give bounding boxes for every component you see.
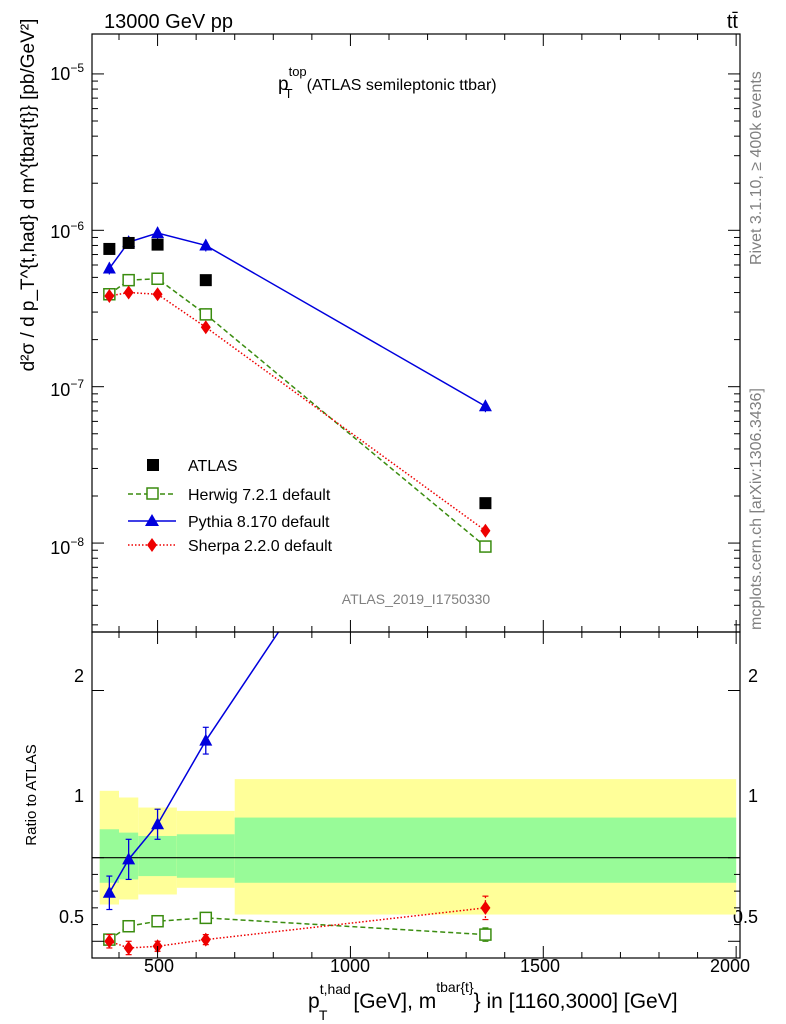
ratio-point-s2-2	[151, 817, 165, 830]
xtick-labels: 500 1000 1500 2000	[144, 956, 750, 976]
ytick-label-1e-6: 10−6	[50, 219, 84, 242]
ratio-uncertainty-bands	[99, 779, 737, 915]
legend: ATLAS Herwig 7.2.1 default Pythia 8.170 …	[128, 458, 333, 555]
xtick-500: 500	[144, 956, 174, 976]
main-point-s3-3	[200, 320, 211, 335]
ytick-label-1e-8: 10−8	[50, 535, 84, 558]
legend-label-herwig: Herwig 7.2.1 default	[188, 487, 331, 504]
ratio-point-s3-3	[200, 932, 211, 947]
ratio-band-inner-3	[176, 834, 235, 878]
ratio-band-inner-2	[138, 835, 177, 877]
legend-marker-atlas	[147, 459, 159, 471]
mcplots-credit-text: mcplots.cern.ch [arXiv:1306.3436]	[748, 388, 765, 630]
ratio-point-s3-1	[123, 940, 134, 955]
main-point-s1-2	[151, 272, 164, 286]
ratio-frame	[91, 631, 741, 959]
ratio-ytick-05-right: 0.5	[733, 907, 758, 927]
main-point-s3-4	[480, 523, 491, 538]
ratio-point-s1-1	[122, 919, 135, 933]
ytick-label-1e-7: 10−7	[50, 377, 84, 400]
main-series-layer	[102, 226, 492, 553]
main-ylabel: d²σ / d p_T^{t,had} d m^{tbar{t}} [pb/Ge…	[18, 19, 39, 372]
ratio-point-s2-3	[199, 733, 213, 746]
header-left: 13000 GeV pp	[104, 11, 233, 33]
main-point-s3-2	[152, 287, 163, 302]
ratio-ytick-1-left: 1	[74, 786, 84, 806]
main-point-atlas-0	[103, 242, 116, 255]
ratio-ytick-05-left: 0.5	[59, 907, 84, 927]
xtick-2000: 2000	[710, 956, 750, 976]
ratio-point-s2-1	[122, 852, 136, 865]
legend-label-sherpa: Sherpa 2.2.0 default	[188, 538, 333, 555]
ratio-ytick-2-left: 2	[74, 666, 84, 686]
rivet-version-text: Rivet 3.1.10, ≥ 400k events	[748, 71, 765, 265]
xtick-1000: 1000	[330, 956, 370, 976]
main-point-s2-0	[102, 261, 116, 274]
analysis-id: ATLAS_2019_I1750330	[342, 591, 491, 607]
ratio-point-s2-0	[102, 885, 116, 898]
main-line-series-2	[108, 232, 486, 407]
ratio-point-s1-4	[479, 928, 492, 941]
main-ytick-labels: 10−5 10−6 10−7 10−8	[50, 61, 84, 558]
legend-marker-pythia	[145, 514, 159, 526]
axes-frames	[91, 33, 741, 959]
main-point-s1-3	[199, 308, 213, 321]
legend-label-atlas: ATLAS	[188, 458, 238, 475]
main-point-s2-3	[199, 238, 213, 251]
main-line-series-1	[108, 277, 486, 548]
main-point-atlas-2	[151, 238, 164, 251]
panel-title: ptop T (ATLAS semileptonic ttbar)	[278, 64, 497, 101]
main-point-atlas-1	[122, 236, 135, 249]
ratio-point-s1-2	[151, 914, 164, 928]
legend-marker-herwig	[146, 487, 159, 500]
xtick-1500: 1500	[520, 956, 560, 976]
main-point-s1-4	[479, 540, 492, 553]
main-point-s1-1	[122, 273, 135, 287]
main-point-s2-4	[478, 399, 492, 412]
ratio-point-s1-3	[199, 911, 213, 925]
ratio-ytick-1-right: 1	[748, 786, 758, 806]
ratio-band-inner-0	[99, 829, 119, 883]
ytick-label-1e-5: 10−5	[50, 61, 84, 84]
ratio-ytick-2-right: 2	[748, 666, 758, 686]
legend-label-pythia: Pythia 8.170 default	[188, 514, 330, 531]
main-point-s2-2	[151, 226, 165, 239]
legend-marker-sherpa	[147, 538, 157, 552]
main-point-atlas-4	[479, 497, 492, 510]
ratio-point-s3-0	[104, 934, 115, 949]
header-right: tt̄	[727, 11, 739, 33]
main-point-atlas-3	[199, 274, 212, 287]
ratio-point-s3-4	[480, 900, 491, 915]
ratio-ylabel: Ratio to ATLAS	[23, 744, 40, 845]
x-axis-label: pt,had T[GeV], mtbar{t}} in [1160,3000] […	[308, 979, 678, 1023]
main-point-s3-0	[104, 289, 115, 304]
ratio-band-inner-4	[234, 817, 737, 883]
ratio-ytick-labels: 2 1 0.5 2 1 0.5	[59, 666, 758, 927]
main-point-s3-1	[123, 285, 134, 300]
